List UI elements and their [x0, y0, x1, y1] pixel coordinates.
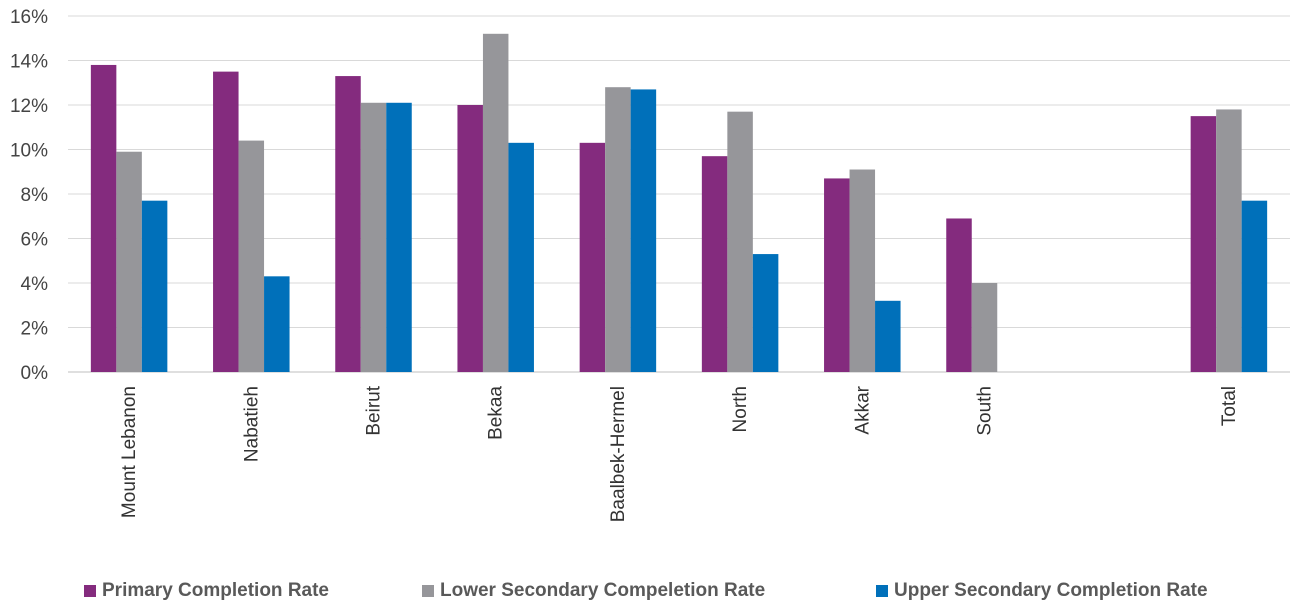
bar [946, 218, 972, 372]
x-tick-label: South [975, 386, 996, 436]
bar [875, 300, 901, 372]
bar [213, 71, 239, 372]
bar [264, 276, 290, 372]
bar [630, 89, 657, 373]
x-axis-ticks: Mount Lebanon Nabatieh Beirut Bekaa Baalbek-… [119, 385, 1240, 522]
legend: Primary Completion Rate Lower Secondary … [0, 580, 1297, 610]
bar [482, 33, 509, 373]
legend-item-upper-secondary: Upper Secondary Completion Rate [876, 580, 1208, 602]
y-tick-label: 10% [10, 141, 48, 162]
bar [457, 105, 483, 372]
bar [971, 283, 998, 372]
bar [849, 169, 876, 372]
bar [141, 200, 168, 372]
bars [90, 33, 1268, 373]
legend-item-primary: Primary Completion Rate [84, 580, 329, 602]
bar [335, 76, 361, 372]
bar [360, 102, 387, 373]
bar [605, 87, 631, 372]
bar [508, 142, 534, 372]
y-tick-label: 2% [21, 319, 49, 340]
x-tick-label: Mount Lebanon [119, 386, 140, 518]
x-tick-label: Nabatieh [241, 386, 262, 462]
y-tick-label: 4% [21, 274, 49, 295]
y-tick-label: 0% [21, 363, 49, 384]
x-tick-label: Beirut [364, 385, 385, 435]
legend-label-upper-secondary: Upper Secondary Completion Rate [894, 580, 1208, 601]
x-tick-label: North [730, 386, 751, 432]
bar [1190, 116, 1217, 372]
legend-label-primary: Primary Completion Rate [102, 580, 329, 601]
x-tick-label: Total [1219, 386, 1240, 426]
x-tick-label: Baalbek-Hermel [608, 386, 629, 522]
bar [752, 254, 779, 372]
y-tick-label: 8% [21, 185, 49, 206]
legend-swatch-lower-secondary [422, 585, 434, 597]
bar [386, 102, 412, 373]
bar [727, 111, 753, 373]
legend-swatch-primary [84, 585, 96, 597]
y-tick-label: 14% [10, 52, 48, 73]
legend-label-lower-secondary: Lower Secondary Compeletion Rate [440, 580, 766, 601]
bar [1241, 200, 1268, 372]
bar [116, 151, 142, 372]
y-tick-label: 12% [10, 96, 48, 117]
x-tick-label: Bekaa [486, 386, 507, 440]
y-tick-label: 6% [21, 230, 49, 251]
bar [824, 178, 850, 372]
y-axis-ticks: 0% 2% 4% 6% 8% 10% 12% 14% 16% [10, 7, 48, 384]
legend-swatch-upper-secondary [876, 585, 888, 597]
legend-item-lower-secondary: Lower Secondary Compeletion Rate [422, 580, 765, 602]
x-tick-label: Akkar [852, 385, 873, 434]
bar [701, 156, 728, 372]
bar [238, 140, 265, 372]
bar [579, 142, 606, 372]
y-tick-label: 16% [10, 7, 48, 28]
bar [90, 64, 117, 372]
bar [1216, 109, 1242, 372]
